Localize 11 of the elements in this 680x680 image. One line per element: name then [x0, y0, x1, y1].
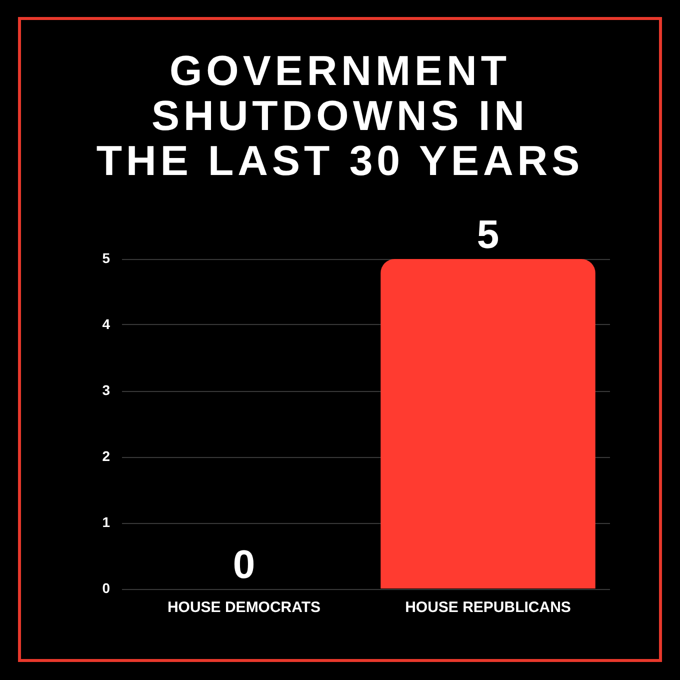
- chart-title: GOVERNMENT SHUTDOWNS IN THE LAST 30 YEARS: [95, 47, 585, 184]
- y-tick-label: 4: [102, 316, 110, 332]
- y-tick-label: 0: [102, 580, 110, 596]
- data-label: 0: [232, 543, 256, 587]
- y-tick-label: 1: [102, 514, 110, 530]
- y-tick-label: 3: [102, 382, 110, 398]
- y-tick-label: 2: [102, 448, 110, 464]
- x-tick-label: HOUSE REPUBLICANS: [405, 599, 571, 616]
- data-label: 5: [476, 213, 500, 257]
- y-tick-label: 5: [102, 250, 110, 266]
- x-tick-label: HOUSE DEMOCRATS: [167, 599, 321, 616]
